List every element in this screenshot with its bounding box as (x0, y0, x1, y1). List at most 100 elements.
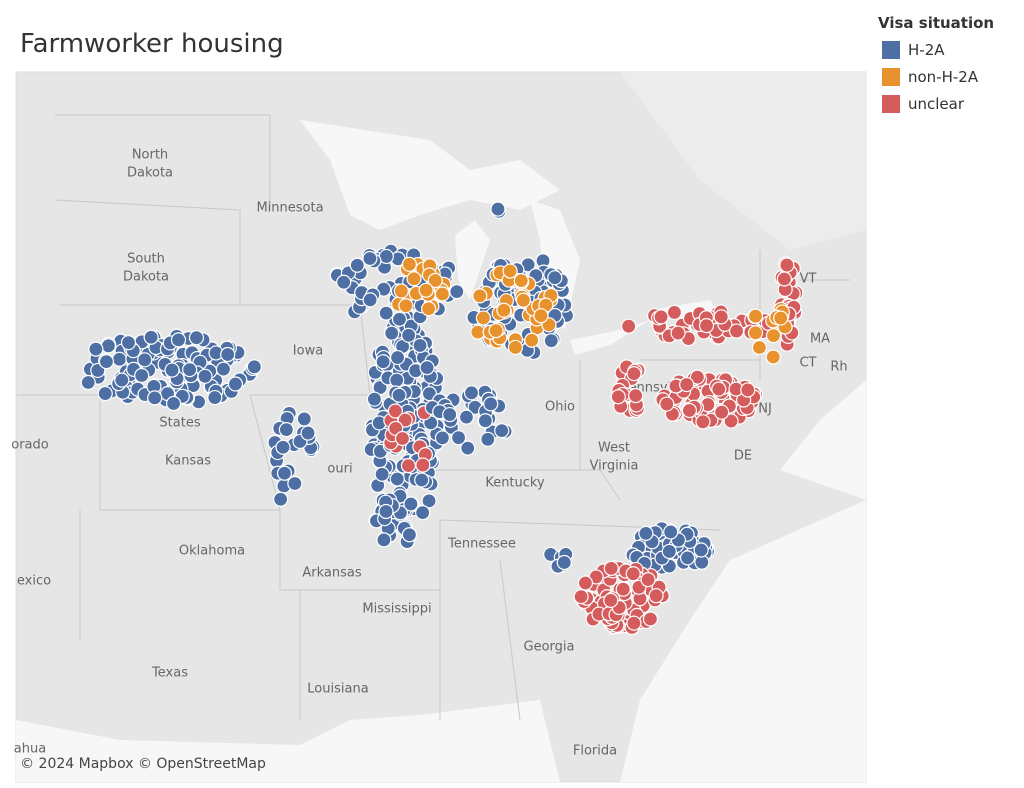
housing-dot (728, 323, 745, 339)
housing-dot (389, 372, 405, 388)
housing-dot (628, 388, 644, 404)
housing-dot (695, 414, 711, 430)
housing-dot (663, 524, 679, 540)
housing-dot (711, 381, 727, 397)
housing-dot (246, 359, 262, 375)
housing-dot (640, 571, 656, 588)
housing-dot (398, 298, 414, 314)
housing-dot (384, 325, 400, 341)
housing-dot (393, 283, 409, 299)
housing-dot (97, 385, 113, 402)
map-label: exico (17, 574, 51, 589)
housing-dot (751, 339, 768, 356)
housing-dot (648, 588, 664, 604)
map-label: Rh (830, 360, 847, 375)
map-label: Dakota (123, 270, 169, 285)
housing-dot (693, 542, 709, 558)
housing-dot (615, 581, 631, 597)
housing-dot (376, 532, 392, 548)
housing-dot (603, 560, 619, 576)
housing-dot (556, 554, 572, 571)
housing-dot (765, 349, 781, 365)
housing-dot (653, 309, 669, 325)
housing-dot (164, 362, 180, 378)
housing-dot (698, 318, 715, 334)
housing-dot (713, 309, 729, 325)
housing-dot (220, 346, 236, 363)
map-label: Arkansas (302, 566, 361, 581)
housing-dot (434, 430, 451, 446)
map-label: Virginia (589, 459, 638, 474)
housing-dot (460, 440, 476, 456)
housing-dot (275, 439, 291, 455)
map-label: North (132, 148, 168, 163)
housing-dot (773, 310, 789, 326)
housing-dot (349, 257, 365, 273)
housing-dot (670, 325, 686, 341)
housing-dot (296, 411, 312, 427)
housing-dot (400, 457, 417, 474)
housing-dot (276, 465, 293, 481)
housing-dot (134, 367, 150, 384)
housing-dot (278, 422, 294, 438)
housing-dot (603, 592, 619, 608)
housing-dot (165, 395, 182, 412)
housing-dot (666, 304, 683, 321)
housing-dot (472, 288, 488, 304)
map-label: MA (810, 332, 830, 347)
housing-dot (147, 390, 163, 406)
housing-dot (626, 615, 642, 631)
housing-dot (747, 308, 764, 324)
housing-dot (419, 359, 435, 376)
housing-dot (100, 338, 116, 354)
housing-dot (679, 376, 695, 393)
housing-dot (421, 301, 437, 317)
housing-dot (143, 329, 159, 345)
housing-dot (543, 333, 559, 349)
housing-dot (418, 282, 434, 298)
housing-dot (450, 430, 467, 446)
legend-label: unclear (908, 95, 965, 113)
housing-dot (502, 263, 518, 279)
map-label: Georgia (524, 640, 575, 655)
housing-dot (776, 271, 792, 287)
map-label: Iowa (293, 344, 323, 359)
housing-dot (397, 412, 413, 428)
attribution: © 2024 Mapbox © OpenStreetMap (20, 756, 266, 772)
housing-dot (747, 325, 764, 341)
legend-title: Visa situation (878, 14, 994, 32)
map-label: Tennessee (447, 537, 516, 552)
map-label: Florida (573, 744, 617, 759)
map-label: States (159, 416, 200, 431)
housing-dot (488, 323, 504, 339)
housing-dot (458, 409, 475, 425)
housing-dot (638, 525, 654, 541)
map-label: orado (11, 438, 49, 453)
housing-dot (366, 391, 383, 407)
housing-dot (723, 413, 739, 429)
housing-dot (401, 527, 418, 543)
housing-dot (681, 402, 698, 419)
map-label: Minnesota (256, 201, 323, 216)
housing-dot (442, 406, 458, 423)
housing-dot (273, 491, 289, 507)
housing-dot (740, 382, 756, 398)
housing-dot (490, 201, 506, 217)
housing-dot (403, 496, 419, 512)
map-label: Louisiana (307, 682, 368, 697)
housing-dot (170, 332, 187, 348)
housing-dot (533, 308, 549, 324)
housing-dot (215, 361, 232, 377)
housing-dot (362, 292, 378, 308)
housing-dot (88, 341, 104, 357)
map-label: DE (734, 449, 752, 464)
housing-dot (449, 284, 465, 300)
housing-dot (111, 351, 128, 367)
housing-dot (114, 372, 130, 388)
map-label: Mississippi (362, 602, 431, 617)
housing-dot (434, 286, 450, 302)
housing-dot (414, 472, 430, 488)
map-label: South (127, 252, 165, 267)
housing-dot (610, 389, 626, 405)
